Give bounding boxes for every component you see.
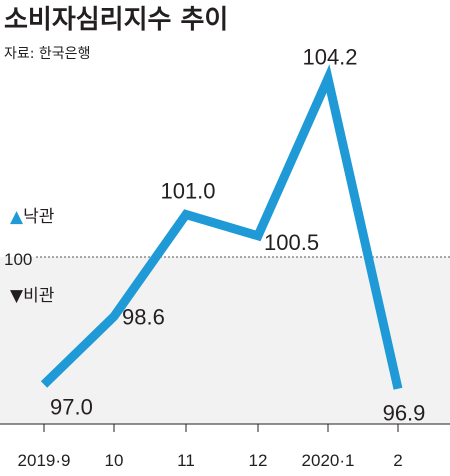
chart-title: 소비자심리지수 추이 xyxy=(4,5,228,35)
data-label: 98.6 xyxy=(122,305,165,330)
x-tick-label: 12 xyxy=(249,451,268,470)
optimism-text: 낙관 xyxy=(23,207,54,227)
x-tick-label: 2 xyxy=(393,451,402,470)
data-label: 96.9 xyxy=(383,401,426,426)
x-tick-label: 2020·1 xyxy=(302,451,355,470)
up-triangle-icon: ▲ xyxy=(10,207,24,227)
data-label: 100.5 xyxy=(264,230,319,255)
pessimism-text: 비관 xyxy=(23,286,54,306)
reference-label: 100 xyxy=(4,250,32,269)
pessimism-zone-label: ▼비관 xyxy=(10,286,54,306)
series-line xyxy=(40,64,403,390)
data-label: 104.2 xyxy=(302,45,357,70)
optimism-zone-label: ▲낙관 xyxy=(10,207,54,227)
down-triangle-icon: ▼ xyxy=(10,286,24,306)
x-tick-label: 11 xyxy=(177,451,195,470)
x-tick-label: 10 xyxy=(105,451,124,470)
chart-marks: 97.0 2019·9 98.6 10 101.0 11 100.5 12 104.2 2020·… xyxy=(18,45,426,471)
data-label: 97.0 xyxy=(50,395,93,420)
source-note: 자료: 한국은행 xyxy=(4,46,90,62)
data-label: 101.0 xyxy=(160,179,215,204)
x-tick-label: 2019·9 xyxy=(18,451,71,470)
